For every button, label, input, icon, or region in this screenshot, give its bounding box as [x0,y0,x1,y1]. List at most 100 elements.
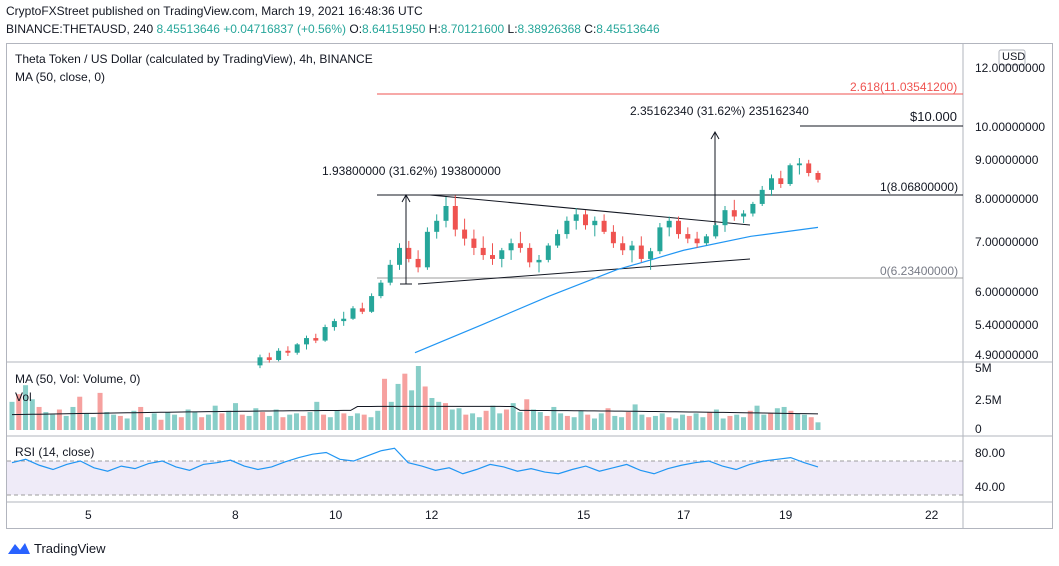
volume-bar [503,409,509,430]
low-value: 8.38926368 [517,22,581,36]
volume-bar [591,418,597,430]
volume-bar [768,413,774,430]
volume-bar [375,410,381,430]
candle-body [648,251,654,259]
volume-bar [490,405,496,430]
volume-bar [436,401,442,430]
volume-bar [300,415,306,430]
volume-bar [558,413,564,430]
candle-body [462,229,468,239]
measure-right-arrowhead [710,130,720,140]
volume-bar [239,414,245,430]
volume-bar [395,383,401,430]
candle-body [731,210,737,217]
brand-name: TradingView [34,540,106,556]
candle-body [266,357,272,360]
volume-bar [632,404,638,430]
volume-bar [531,409,537,430]
volume-bar [619,417,625,430]
candle-body [741,213,747,217]
candle-body [583,214,588,226]
volume-bar [442,403,448,430]
high-value: 8.70121600 [440,22,505,36]
candle-body [294,344,300,353]
ma-legend: MA (50, close, 0) [15,70,106,84]
volume-bar [781,406,787,430]
volume-bar [646,417,652,430]
volume-bar [9,401,15,430]
high-label: H: [428,22,441,36]
publisher-line: CryptoFXStreet published on TradingView.… [6,4,423,18]
volume-bar [544,415,550,430]
volume-bar [117,415,123,430]
close-value: 8.45513646 [596,22,660,36]
volume-bar [788,410,794,430]
chart-frame[interactable] [6,43,1053,529]
volume-bar [754,405,760,430]
volume-bar [205,414,211,430]
candle-body [629,245,635,251]
candle-body [666,220,672,228]
candle-body [573,214,579,221]
volume-bar [97,392,103,430]
volume-bar [178,417,184,430]
candle-body [387,264,393,283]
volume-bar [605,408,611,430]
volume-bar [212,405,218,430]
volume-bar [415,366,421,430]
volume-bar [361,414,367,430]
volume-bar [652,415,658,430]
candle-body [452,205,458,230]
candle-body [341,318,347,322]
volume-bar [524,399,530,430]
volume-bar [551,406,557,430]
volume-bar [409,390,415,430]
currency-badge[interactable] [998,49,1026,66]
candle-body [424,231,430,268]
volume-bar [287,414,293,430]
measure-right-label: 2.35162340 (31.62%) 235162340 [630,104,809,118]
volume-bar [680,414,686,430]
volume-bar [341,413,347,430]
volume-bar [314,401,320,430]
volume-bar [70,406,76,430]
volume-bar [470,413,476,430]
candle-body [657,227,663,252]
volume-bar [172,414,178,430]
candle-body [257,357,263,366]
candle-body [555,234,561,246]
volume-bar [131,410,137,430]
tradingview-logo-icon [8,543,30,554]
volume-bar [124,418,130,430]
candle-body [517,243,523,248]
candle-body [490,255,495,259]
candle-body [322,327,328,341]
volume-bar [192,412,198,430]
volume-bar [639,414,645,430]
volume-bar [537,412,543,430]
candle-body [592,220,598,226]
volume-tick: 2.5M [975,393,1002,407]
volume-bar [56,409,62,430]
tradingview-brand[interactable]: TradingView [8,538,106,558]
rsi-tick: 80.00 [975,446,1006,460]
volume-bar [185,409,191,430]
volume-bar [111,414,117,430]
time-tick: 19 [779,508,793,522]
open-label: O: [349,22,363,36]
volume-bar [36,406,42,430]
volume-bar [334,410,340,430]
volume-bar [63,415,69,430]
time-tick: 8 [232,508,239,522]
price-tick: 8.00000000 [975,192,1039,206]
volume-bar [199,417,205,430]
volume-bar [707,412,713,430]
candle-body [350,308,356,319]
volume-bar [84,413,90,430]
candle-body [480,247,486,256]
volume-ma-line [11,405,819,416]
candle-body [369,296,375,312]
volume-bar [659,413,665,430]
volume-bar [747,410,753,430]
